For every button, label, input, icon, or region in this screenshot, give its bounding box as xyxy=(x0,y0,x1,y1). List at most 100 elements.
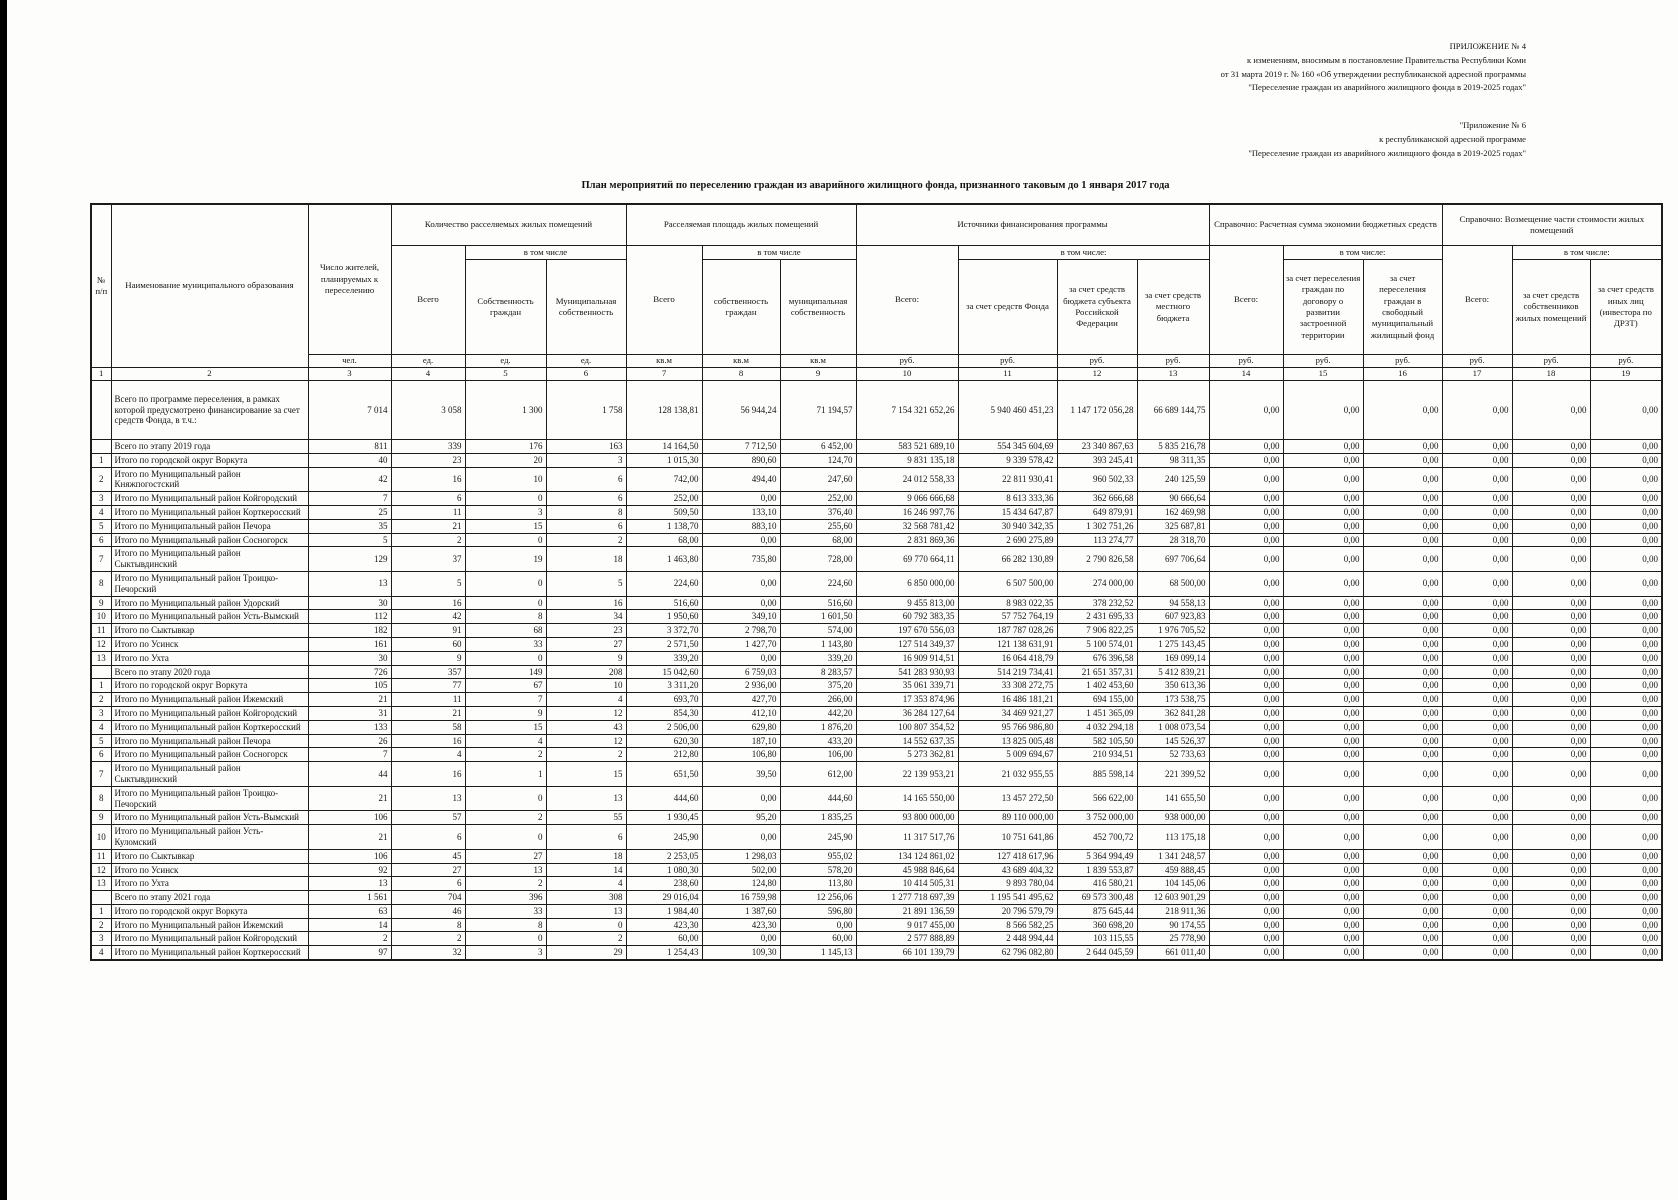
value-cell: 66 282 130,89 xyxy=(957,546,1058,572)
value-cell: 1 195 541 495,62 xyxy=(957,890,1058,905)
row-number: 4 xyxy=(90,719,112,735)
table-row: 1 Итого по городской округ Воркута 63 46 33 1… xyxy=(90,903,1663,919)
value-cell: 255,60 xyxy=(779,518,857,534)
municipality-name: Итого по Муниципальный район Сыктывдинск… xyxy=(110,761,309,787)
value-cell: 15 xyxy=(545,761,627,787)
value-cell: 694 155,00 xyxy=(1056,692,1138,707)
value-cell: 16 xyxy=(545,595,627,611)
value-cell: 1 561 xyxy=(307,890,392,905)
value-cell: 0,00 xyxy=(1511,439,1591,454)
value-cell: 0,00 xyxy=(1362,876,1443,892)
table-row: 3 Итого по Муниципальный район Койгородск… xyxy=(90,931,1663,947)
row-number: 11 xyxy=(90,848,112,864)
value-cell: 30 xyxy=(307,650,392,666)
value-cell: 31 xyxy=(307,705,392,721)
value-cell: 15 xyxy=(464,719,547,735)
value-cell: 0,00 xyxy=(1208,546,1284,572)
value-cell: 0,00 xyxy=(1208,650,1284,666)
value-cell: 0,00 xyxy=(1589,532,1663,548)
value-cell: 0,00 xyxy=(1511,747,1591,763)
value-cell: 4 xyxy=(545,692,627,707)
value-cell: 25 778,90 xyxy=(1136,931,1210,947)
value-cell: 885 598,14 xyxy=(1056,761,1138,787)
value-cell: 0,00 xyxy=(1208,733,1284,749)
value-cell: 375,20 xyxy=(779,678,857,694)
value-cell: 11 xyxy=(390,504,466,520)
municipality-name: Итого по Муниципальный район Усть-Вымски… xyxy=(110,810,309,826)
value-cell: 13 457 272,50 xyxy=(957,785,1058,812)
col-header-g2-total: Всего xyxy=(625,245,703,355)
unit-label: руб. xyxy=(1589,354,1663,368)
value-cell: 854,30 xyxy=(625,705,703,721)
subheader-g2-including: в том числе xyxy=(701,245,857,260)
col-header-g4-development-agreement: за счет переселения граждан по договору … xyxy=(1282,259,1364,355)
value-cell: 0,00 xyxy=(1441,650,1513,666)
value-cell: 3 xyxy=(464,504,547,520)
value-cell: 0,00 xyxy=(1589,692,1663,707)
value-cell: 0,00 xyxy=(1511,518,1591,534)
value-cell: 145 526,37 xyxy=(1136,733,1210,749)
value-cell: 0,00 xyxy=(1362,532,1443,548)
value-cell: 0,00 xyxy=(1511,636,1591,652)
row-number: 2 xyxy=(90,692,112,707)
value-cell: 0,00 xyxy=(1589,824,1663,850)
table-row: 10 Итого по Муниципальный район Усть-Куло… xyxy=(90,824,1663,850)
column-number: 2 xyxy=(110,367,309,381)
municipality-name: Итого по Сыктывкар xyxy=(110,848,309,864)
value-cell: 22 139 953,21 xyxy=(855,761,959,787)
value-cell: 0,00 xyxy=(1208,532,1284,548)
col-header-g5-owners: за счет средств собственников жилых поме… xyxy=(1511,259,1591,355)
value-cell: 0,00 xyxy=(1511,890,1591,905)
value-cell: 5 273 362,81 xyxy=(855,747,959,763)
value-cell: 112 xyxy=(307,609,392,625)
value-cell: 620,30 xyxy=(625,733,703,749)
row-number: 8 xyxy=(90,570,112,597)
value-cell: 1 145,13 xyxy=(779,945,857,961)
value-cell: 91 xyxy=(390,623,466,638)
municipality-name: Итого по Усинск xyxy=(110,636,309,652)
value-cell: 0,00 xyxy=(1441,931,1513,947)
value-cell: 7 xyxy=(307,491,392,506)
municipality-name: Итого по Муниципальный район Усть-Куломс… xyxy=(110,824,309,850)
table-row: 6 Итого по Муниципальный район Сосногорск… xyxy=(90,747,1663,763)
value-cell: 0,00 xyxy=(1589,733,1663,749)
column-number: 5 xyxy=(464,367,547,381)
row-number xyxy=(90,664,112,680)
value-cell: 210 934,51 xyxy=(1056,747,1138,763)
value-cell: 1 839 553,87 xyxy=(1056,862,1138,878)
value-cell: 133 xyxy=(307,719,392,735)
value-cell: 245,90 xyxy=(625,824,703,850)
note-line: ПРИЛОЖЕНИЕ № 4 xyxy=(1449,41,1526,51)
value-cell: 26 xyxy=(307,733,392,749)
value-cell: 0,00 xyxy=(1282,705,1364,721)
value-cell: 0,00 xyxy=(1282,636,1364,652)
value-cell: 128 138,81 xyxy=(625,380,703,440)
value-cell: 245,90 xyxy=(779,824,857,850)
value-cell: 0,00 xyxy=(1511,623,1591,638)
col-header-g1-citizens-property: Собственность граждан xyxy=(464,259,547,355)
value-cell: 5 xyxy=(545,570,627,597)
value-cell: 30 940 342,35 xyxy=(957,518,1058,534)
value-cell: 6 xyxy=(545,824,627,850)
municipality-name: Итого по Муниципальный район Ижемский xyxy=(110,917,309,933)
value-cell: 7 906 822,25 xyxy=(1056,623,1138,638)
value-cell: 0,00 xyxy=(1362,945,1443,961)
value-cell: 8 283,57 xyxy=(779,664,857,680)
unit-label: руб. xyxy=(855,354,959,368)
municipality-name: Итого по Муниципальный район Троицко-Печ… xyxy=(110,570,309,597)
value-cell: 0,00 xyxy=(1282,761,1364,787)
value-cell: 13 xyxy=(390,785,466,812)
value-cell: 42 xyxy=(307,466,392,493)
value-cell: 40 xyxy=(307,452,392,468)
value-cell: 0,00 xyxy=(1208,876,1284,892)
value-cell: 7 xyxy=(464,692,547,707)
value-cell: 0,00 xyxy=(1282,945,1364,961)
note-line: "Приложение № 6 xyxy=(1459,120,1526,130)
value-cell: 1 984,40 xyxy=(625,903,703,919)
value-cell: 0,00 xyxy=(1362,380,1443,440)
value-cell: 5 412 839,21 xyxy=(1136,664,1210,680)
value-cell: 21 032 955,55 xyxy=(957,761,1058,787)
value-cell: 0,00 xyxy=(701,931,781,947)
value-cell: 8 xyxy=(390,917,466,933)
value-cell: 0,00 xyxy=(1282,733,1364,749)
